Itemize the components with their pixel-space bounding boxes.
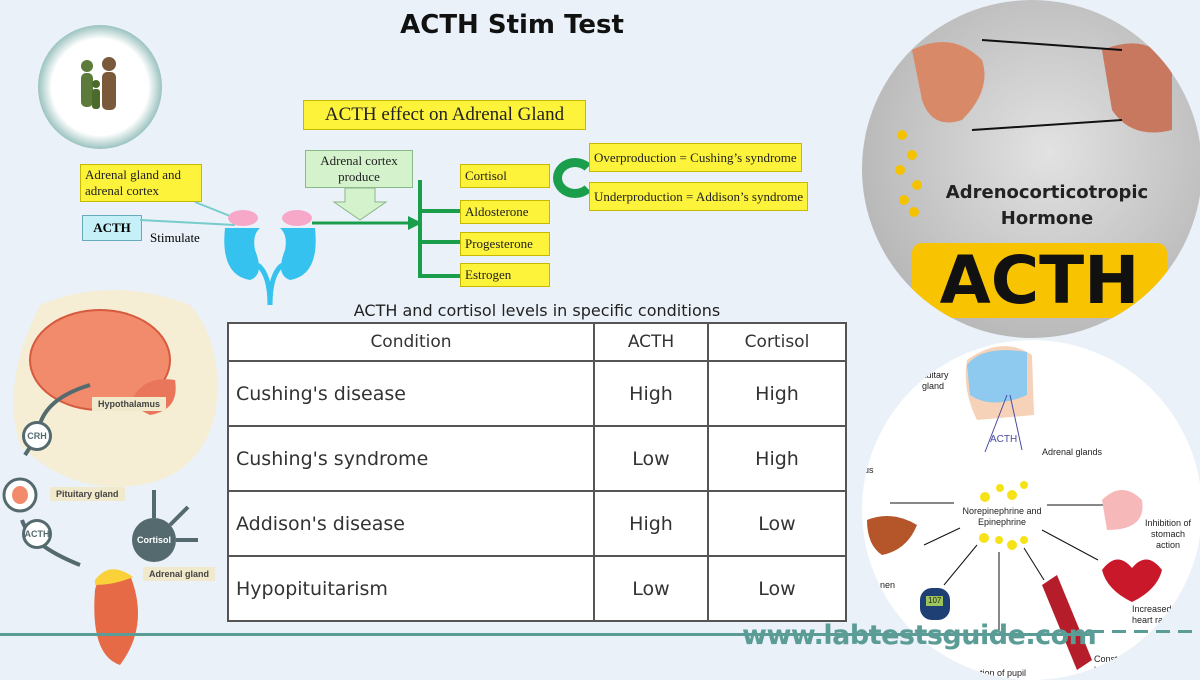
header-cortisol: Cortisol bbox=[707, 322, 847, 362]
hormone-aldosterone: Aldosterone bbox=[460, 200, 550, 224]
lungs-label: us bbox=[864, 465, 874, 475]
header-acth: ACTH bbox=[593, 322, 709, 362]
cell-acth: High bbox=[593, 360, 709, 427]
badge-line1: Adrenocorticotropic bbox=[945, 182, 1149, 203]
cortisol-label: Cortisol bbox=[136, 535, 171, 545]
badge-acth: ACTH bbox=[912, 243, 1167, 318]
table-row: Cushing's disease High High bbox=[227, 360, 847, 427]
table-row: Cushing's syndrome Low High bbox=[227, 425, 847, 492]
adrenal-gland-label: Adrenal gland bbox=[143, 567, 216, 581]
table-caption: ACTH and cortisol levels in specific con… bbox=[353, 301, 721, 320]
effects-diagram: ituitary gland ACTH Adrenal glands Norep… bbox=[862, 340, 1200, 680]
stomach-icon bbox=[1102, 490, 1143, 530]
cell-condition: Hypopituitarism bbox=[227, 555, 595, 622]
adrenal-label: Adrenal gland and adrenal cortex bbox=[80, 164, 202, 202]
cortisol-node bbox=[132, 518, 176, 562]
acth-label: ACTH bbox=[82, 215, 142, 241]
blood-label: Constrictio blood bbox=[1094, 654, 1137, 675]
glucose-reading: 107 bbox=[926, 596, 944, 606]
hormone-drops-icon bbox=[895, 130, 922, 217]
hormone-cortisol: Cortisol bbox=[460, 164, 550, 188]
kidney-left-icon bbox=[224, 228, 260, 280]
table-row: Addison's disease High Low bbox=[227, 490, 847, 557]
pituitary-label: ituitary gland bbox=[922, 370, 949, 391]
adrenal-label: Adrenal glands bbox=[1042, 447, 1103, 457]
pituitary-brain-icon bbox=[912, 39, 1172, 133]
cell-acth: High bbox=[593, 490, 709, 557]
acth-label: ACTH bbox=[990, 434, 1018, 445]
overproduction-label: Overproduction = Cushing’s syndrome bbox=[589, 143, 802, 172]
table-header-row: Condition ACTH Cortisol bbox=[227, 322, 847, 362]
cell-acth: Low bbox=[593, 555, 709, 622]
adrenal-gland-left bbox=[228, 210, 258, 226]
cell-cortisol: Low bbox=[707, 555, 847, 622]
hormone-progesterone: Progesterone bbox=[460, 232, 550, 256]
underproduction-label: Underproduction = Addison’s syndrome bbox=[589, 182, 809, 211]
adrenal-gland-right bbox=[282, 210, 312, 226]
blood-vessel-icon bbox=[1042, 575, 1092, 670]
page-title: ACTH Stim Test bbox=[400, 10, 624, 40]
header-condition: Condition bbox=[227, 322, 595, 362]
hypothalamus-label: Hypothalamus bbox=[92, 397, 167, 411]
footer-dashes bbox=[1090, 630, 1200, 633]
down-arrow-icon bbox=[332, 188, 388, 221]
bracket-ring bbox=[553, 158, 597, 198]
family-icon bbox=[81, 57, 116, 110]
cell-acth: Low bbox=[593, 425, 709, 492]
footer-line bbox=[0, 633, 1090, 636]
diagram-heading: ACTH effect on Adrenal Gland bbox=[303, 100, 586, 130]
acth-node: ACTH bbox=[22, 519, 52, 549]
conditions-table: Condition ACTH Cortisol Cushing's diseas… bbox=[227, 322, 847, 622]
pituitary-label: Pituitary gland bbox=[50, 487, 125, 501]
cell-condition: Addison's disease bbox=[227, 490, 595, 557]
liver-icon bbox=[867, 516, 917, 555]
hormone-estrogen: Estrogen bbox=[460, 263, 550, 287]
kidney-right-icon bbox=[280, 228, 316, 280]
heart-icon bbox=[1102, 559, 1162, 602]
cell-condition: Cushing's disease bbox=[227, 360, 595, 427]
table-row: Hypopituitarism Low Low bbox=[227, 555, 847, 622]
badge-line2: Hormone bbox=[1000, 208, 1094, 229]
cell-cortisol: Low bbox=[707, 490, 847, 557]
stomach-label: Inhibition of stomach action bbox=[1144, 518, 1192, 550]
pupil-label: tion of pupil bbox=[980, 668, 1027, 678]
cortex-label: Adrenal cortex produce bbox=[305, 150, 413, 188]
cell-cortisol: High bbox=[707, 360, 847, 427]
stimulate-label: Stimulate bbox=[150, 230, 200, 245]
adrenal-diagram bbox=[140, 180, 460, 306]
logo bbox=[38, 25, 162, 149]
liver-label: nen bbox=[880, 580, 896, 590]
cell-condition: Cushing's syndrome bbox=[227, 425, 595, 492]
hpa-axis-diagram bbox=[2, 290, 218, 665]
cell-cortisol: High bbox=[707, 425, 847, 492]
hormones-label: Norepinephrine and Epinephrine bbox=[962, 506, 1042, 527]
crh-node: CRH bbox=[22, 421, 52, 451]
footer-url[interactable]: www.labtestsguide.com bbox=[742, 620, 1097, 651]
acth-badge: Adrenocorticotropic Hormone ACTH bbox=[862, 0, 1200, 338]
heart-label: Increased heart ra bbox=[1132, 604, 1172, 625]
